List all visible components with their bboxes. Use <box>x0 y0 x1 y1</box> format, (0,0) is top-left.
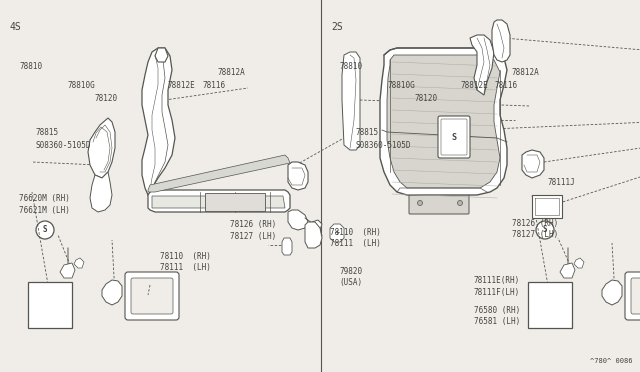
Polygon shape <box>205 193 265 211</box>
Polygon shape <box>288 162 308 190</box>
Polygon shape <box>470 35 494 95</box>
Text: 78810G: 78810G <box>387 81 415 90</box>
Text: 78116: 78116 <box>494 81 517 90</box>
Text: S08360-5105D: S08360-5105D <box>35 141 91 150</box>
Polygon shape <box>560 263 575 278</box>
Ellipse shape <box>212 199 218 205</box>
Ellipse shape <box>536 221 554 239</box>
Polygon shape <box>522 150 544 178</box>
Polygon shape <box>282 238 292 255</box>
Text: 78126 (RH)
78127 (LH): 78126 (RH) 78127 (LH) <box>230 221 276 241</box>
Text: 78812E: 78812E <box>168 81 195 90</box>
FancyBboxPatch shape <box>631 278 640 314</box>
FancyBboxPatch shape <box>131 278 173 314</box>
Text: 78810: 78810 <box>19 62 42 71</box>
Polygon shape <box>492 20 510 62</box>
Text: 78120: 78120 <box>415 94 438 103</box>
Text: 78110  (RH)
78111  (LH): 78110 (RH) 78111 (LH) <box>330 228 380 248</box>
Polygon shape <box>88 118 115 178</box>
Text: S: S <box>543 225 547 234</box>
Text: 78815: 78815 <box>35 128 58 137</box>
Polygon shape <box>74 258 84 268</box>
Polygon shape <box>380 48 507 195</box>
FancyBboxPatch shape <box>438 116 470 158</box>
Text: 78815: 78815 <box>355 128 378 137</box>
Polygon shape <box>90 172 112 212</box>
Polygon shape <box>305 222 322 248</box>
Text: 78110  (RH)
78111  (LH): 78110 (RH) 78111 (LH) <box>160 252 211 272</box>
Text: S: S <box>451 134 456 142</box>
Ellipse shape <box>417 201 422 205</box>
Polygon shape <box>148 155 290 192</box>
Text: 4S: 4S <box>10 22 22 32</box>
Text: 78120: 78120 <box>95 94 118 103</box>
Text: 78812A: 78812A <box>218 68 245 77</box>
Polygon shape <box>532 195 562 218</box>
FancyBboxPatch shape <box>625 272 640 320</box>
Polygon shape <box>574 258 584 268</box>
Polygon shape <box>310 220 322 230</box>
Polygon shape <box>528 282 572 328</box>
Polygon shape <box>330 224 344 242</box>
Polygon shape <box>28 282 72 328</box>
Polygon shape <box>342 52 360 150</box>
Polygon shape <box>102 280 122 305</box>
Ellipse shape <box>458 201 463 205</box>
Polygon shape <box>155 48 168 62</box>
Text: 78111J: 78111J <box>547 178 575 187</box>
Text: S: S <box>43 225 47 234</box>
Text: 76620M (RH)
76621M (LH): 76620M (RH) 76621M (LH) <box>19 195 70 215</box>
Text: 78810: 78810 <box>339 62 362 71</box>
Ellipse shape <box>36 221 54 239</box>
Polygon shape <box>152 196 285 208</box>
Text: 78116: 78116 <box>202 81 225 90</box>
Text: 78126 (RH)
78127 (LH): 78126 (RH) 78127 (LH) <box>512 219 558 239</box>
Text: ^780^ 0086: ^780^ 0086 <box>589 358 632 364</box>
Polygon shape <box>142 48 175 195</box>
Polygon shape <box>288 210 308 230</box>
Text: 2S: 2S <box>332 22 343 32</box>
Polygon shape <box>602 280 622 305</box>
Text: 78810G: 78810G <box>67 81 95 90</box>
Polygon shape <box>60 263 75 278</box>
Text: S08360-5105D: S08360-5105D <box>355 141 411 150</box>
Ellipse shape <box>255 199 260 205</box>
Text: 79820
(USA): 79820 (USA) <box>339 267 362 287</box>
FancyBboxPatch shape <box>409 192 469 214</box>
Text: 78812A: 78812A <box>512 68 540 77</box>
Text: 78111E(RH)
78111F(LH): 78111E(RH) 78111F(LH) <box>474 276 520 296</box>
Text: 76580 (RH)
76581 (LH): 76580 (RH) 76581 (LH) <box>474 306 520 326</box>
Polygon shape <box>148 190 290 212</box>
Text: 78812E: 78812E <box>461 81 488 90</box>
FancyBboxPatch shape <box>125 272 179 320</box>
Polygon shape <box>387 55 500 188</box>
